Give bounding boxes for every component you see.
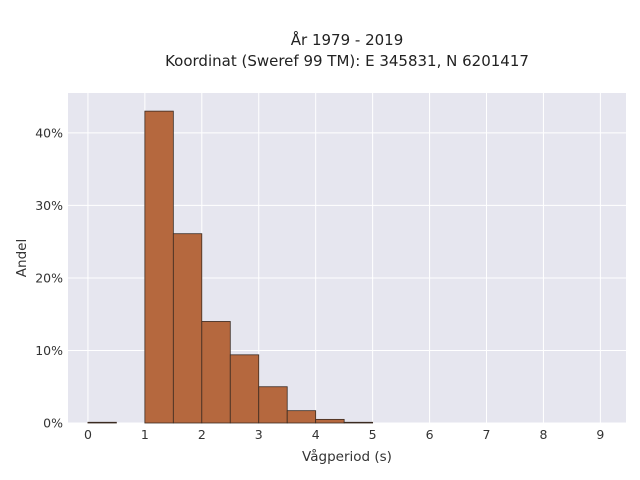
bars	[87, 110, 374, 424]
histogram-bar	[201, 321, 231, 424]
chart-title-line2: Koordinat (Sweref 99 TM): E 345831, N 62…	[165, 52, 529, 70]
x-tick-label: 5	[369, 427, 377, 442]
chart-title-line1: År 1979 - 2019	[291, 30, 404, 49]
y-tick-label: 0%	[43, 416, 63, 431]
histogram-bar	[258, 386, 288, 424]
histogram-bar	[315, 418, 345, 424]
x-tick-label: 2	[198, 427, 206, 442]
y-tick-label: 30%	[35, 198, 63, 213]
tick-labels: 0 1 2 3 4 5 6 7 8 9 0% 10% 20% 30% 40%	[35, 125, 604, 442]
y-tick-label: 40%	[35, 125, 63, 140]
y-tick-label: 10%	[35, 343, 63, 358]
x-tick-label: 9	[596, 427, 604, 442]
x-tick-label: 8	[539, 427, 547, 442]
x-axis-label: Vågperiod (s)	[302, 448, 392, 465]
x-tick-label: 6	[426, 427, 434, 442]
histogram-bar	[229, 354, 260, 424]
y-axis-label: Andel	[14, 239, 30, 277]
x-tick-label: 0	[84, 427, 92, 442]
histogram-bar	[343, 421, 374, 424]
histogram-bar	[172, 233, 203, 424]
histogram-bar	[87, 421, 117, 424]
y-tick-label: 20%	[35, 270, 63, 285]
histogram-bar	[286, 410, 317, 424]
x-tick-label: 1	[141, 427, 149, 442]
x-tick-label: 7	[483, 427, 491, 442]
x-tick-label: 4	[312, 427, 320, 442]
x-tick-label: 3	[255, 427, 263, 442]
histogram-bar	[144, 110, 174, 424]
